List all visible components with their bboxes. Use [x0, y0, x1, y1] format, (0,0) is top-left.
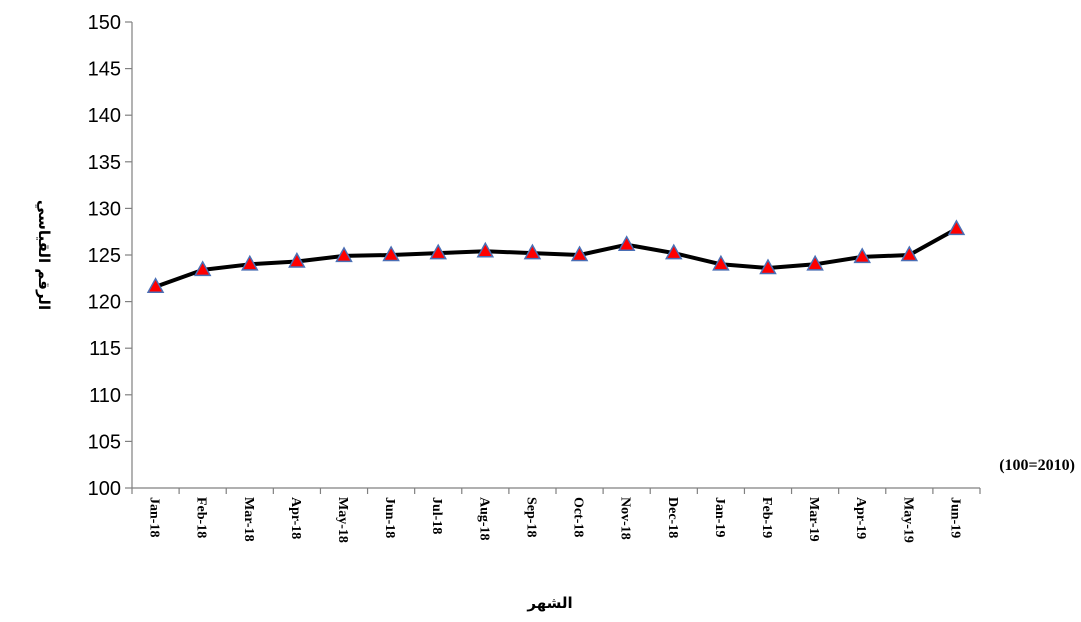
x-tick-label: Feb-18 [194, 497, 209, 538]
data-point-marker [900, 245, 919, 262]
y-axis-title: الرقم القياسي [35, 200, 53, 310]
x-tick-label: Dec-18 [665, 497, 680, 538]
y-tick-label: 125 [88, 245, 121, 267]
x-tick-label: Apr-18 [288, 497, 303, 539]
data-point-marker [241, 254, 259, 271]
y-tick-label: 105 [88, 431, 121, 453]
data-point-marker [523, 243, 542, 260]
data-point-marker [146, 277, 165, 293]
y-tick-label: 100 [88, 478, 121, 500]
data-point-marker [947, 219, 966, 236]
data-point-marker [288, 251, 306, 268]
x-tick-label: Sep-18 [523, 497, 538, 537]
y-tick-label: 115 [89, 338, 121, 360]
y-tick-label: 150 [88, 12, 121, 34]
y-tick-label: 120 [88, 292, 121, 314]
y-tick-label: 145 [88, 59, 121, 81]
base-year-note: (100=2010) [999, 457, 1075, 474]
y-tick-label: 130 [88, 198, 121, 220]
y-axis-ticks: 100 105 110 115 120 125 130 135 140 145 150 [88, 12, 132, 500]
x-tick-label: Jan-19 [712, 497, 727, 537]
x-tick-label: Aug-18 [476, 497, 491, 541]
data-point-marker [429, 243, 447, 260]
x-tick-label: Nov-18 [618, 497, 633, 540]
y-tick-label: 140 [88, 105, 121, 127]
x-tick-label: Oct-18 [571, 497, 586, 537]
x-tick-label: Apr-19 [853, 497, 868, 539]
data-point-marker [193, 260, 212, 277]
x-axis-ticks: Jan-18 Feb-18 Mar-18 Apr-18 May-18 Jun-18 Jul-… [131, 488, 981, 543]
data-point-marker [335, 246, 353, 263]
x-tick-label: May-18 [335, 497, 350, 543]
data-point-marker [853, 247, 871, 264]
data-point-marker [806, 254, 824, 271]
x-tick-label: Jul-18 [429, 497, 444, 534]
data-point-marker [665, 243, 683, 260]
x-tick-label: Mar-19 [806, 497, 821, 542]
series-line [153, 226, 959, 289]
data-point-marker [570, 245, 589, 262]
series-markers [146, 219, 966, 293]
data-point-marker [759, 258, 777, 275]
x-tick-label: Jun-18 [382, 497, 397, 538]
x-tick-label: Jan-18 [147, 497, 162, 537]
y-tick-label: 110 [89, 385, 121, 407]
data-point-marker [382, 245, 400, 262]
x-tick-label: Feb-19 [759, 497, 774, 538]
y-tick-label: 135 [88, 152, 121, 174]
x-tick-label: Jun-19 [947, 497, 962, 538]
data-point-marker [617, 235, 636, 251]
data-point-marker [712, 254, 730, 271]
x-axis-title: الشهر [526, 594, 572, 612]
x-tick-label: May-19 [900, 497, 915, 543]
x-tick-label: Mar-18 [241, 497, 256, 542]
data-point-marker [476, 241, 495, 258]
